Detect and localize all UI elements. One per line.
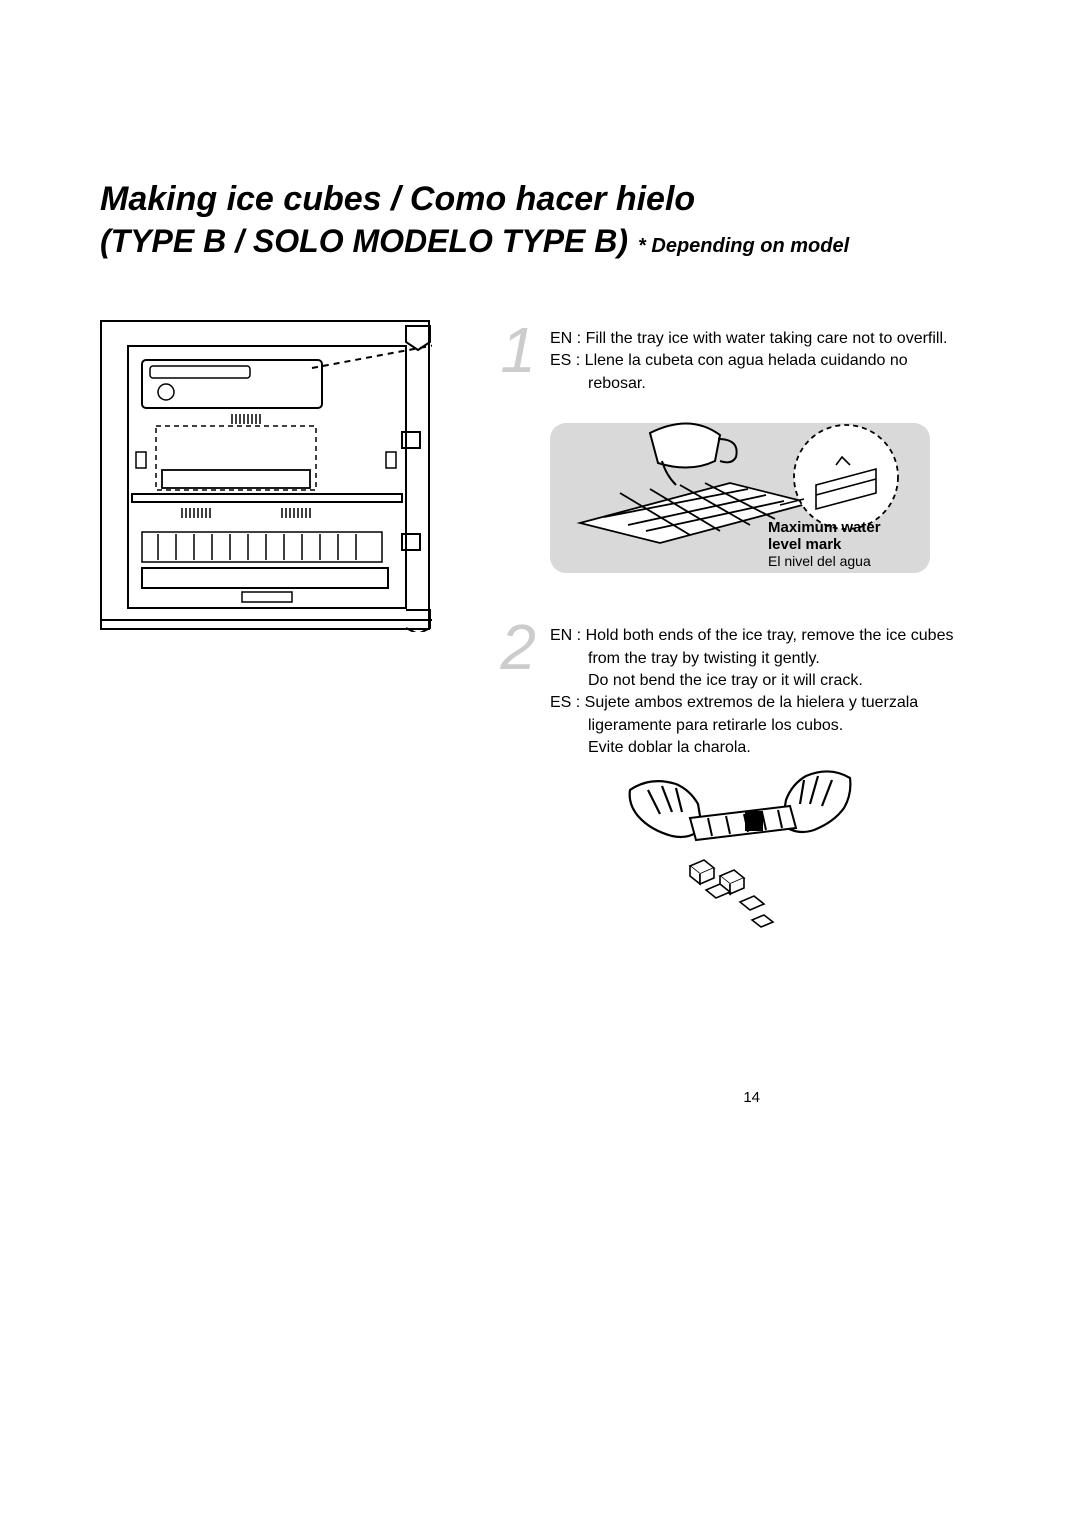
step-1-text: EN : Fill the tray ice with water taking… [550,328,947,395]
fridge-svg [102,322,432,632]
inset-1-caption-bold-1: Maximum water [768,519,928,536]
step-1-en: EN : Fill the tray ice with water taking… [550,328,947,350]
inset-svg-2 [620,770,860,940]
title-line2: (TYPE B / SOLO MODELO TYPE B) * Dependin… [100,223,980,260]
left-column [100,320,430,630]
page-number: 14 [743,1089,760,1106]
manual-page: Making ice cubes / Como hacer hielo (TYP… [0,0,1080,1526]
inset-figure-2 [620,770,980,945]
step-2-number: 2 [490,625,536,670]
step-1: 1 EN : Fill the tray ice with water taki… [490,328,980,395]
step-2-es-l2: ligeramente para retirarle los cubos. [550,715,953,737]
inset-figure-1: Maximum water level mark El nivel del ag… [550,413,980,633]
title-line2-sub: * Depending on model [638,235,849,258]
step-2-en-l1: EN : Hold both ends of the ice tray, rem… [550,625,953,647]
step-1-es-l2: rebosar. [550,373,947,395]
step-2-es-l1: ES : Sujete ambos extremos de la hielera… [550,692,953,714]
fridge-diagram [100,320,430,630]
step-2-text: EN : Hold both ends of the ice tray, rem… [550,625,953,759]
inset-1-caption-bold-2: level mark [768,536,928,553]
title-line1: Making ice cubes / Como hacer hielo [100,180,980,219]
step-2-en-l2: from the tray by twisting it gently. [550,648,953,670]
right-column: 1 EN : Fill the tray ice with water taki… [490,320,980,971]
inset-1-caption-reg: El nivel del agua [768,553,928,569]
title-line2-main: (TYPE B / SOLO MODELO TYPE B) [100,223,628,260]
inset-1-caption: Maximum water level mark El nivel del ag… [768,519,928,569]
step-1-es-l1: ES : Llene la cubeta con agua helada cui… [550,350,947,372]
step-2-es-l3: Evite doblar la charola. [550,737,953,759]
step-2: 2 EN : Hold both ends of the ice tray, r… [490,625,980,759]
content-row: 1 EN : Fill the tray ice with water taki… [100,320,980,971]
step-1-number: 1 [490,328,536,373]
step-2-en-l3: Do not bend the ice tray or it will crac… [550,670,953,692]
title-block: Making ice cubes / Como hacer hielo (TYP… [100,180,980,260]
